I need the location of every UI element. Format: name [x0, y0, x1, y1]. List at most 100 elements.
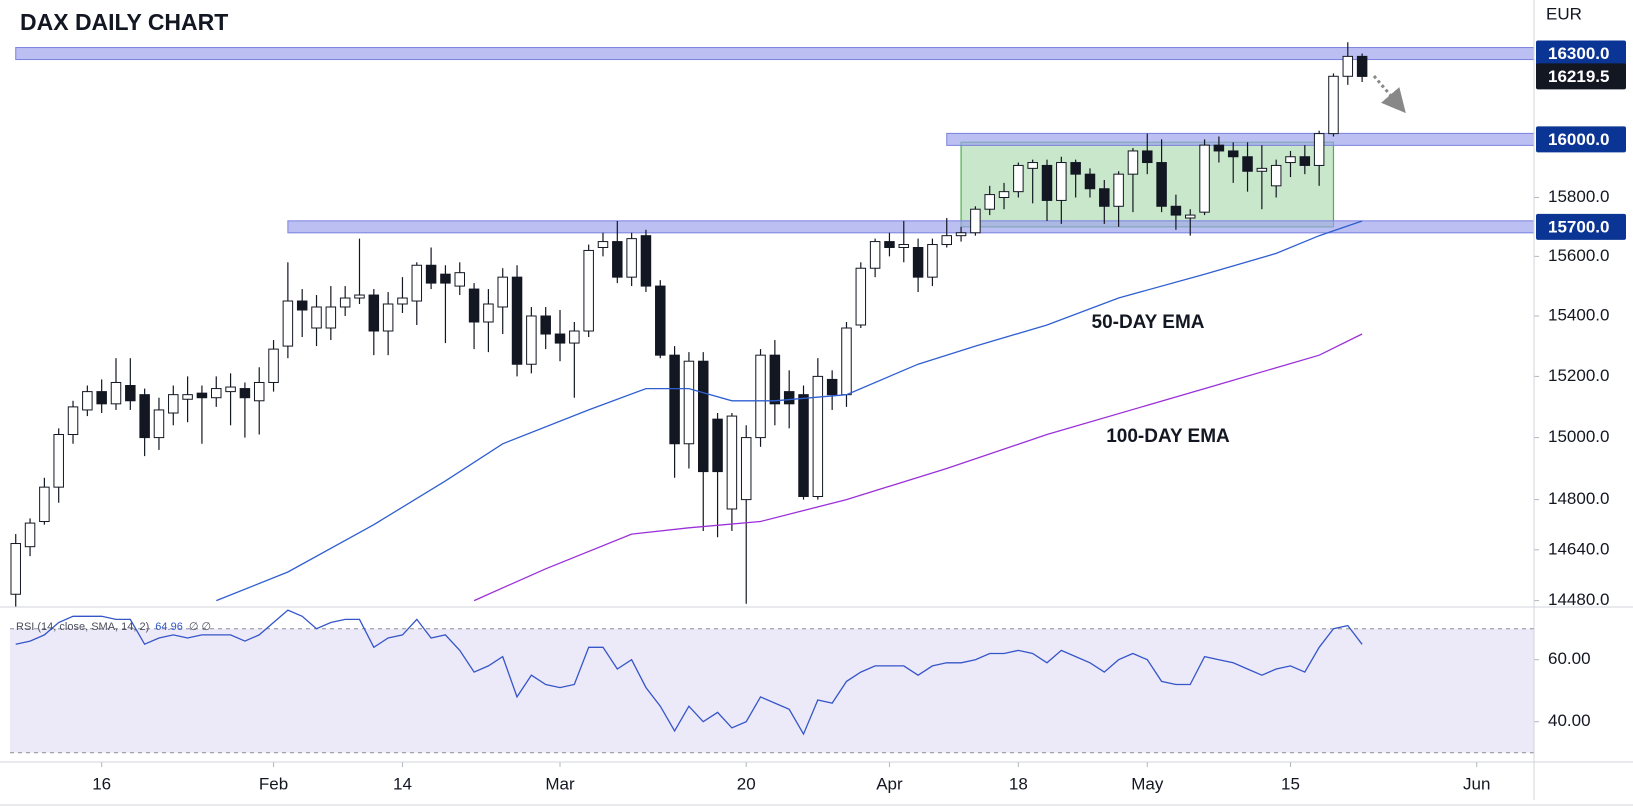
candle-body: [1041, 164, 1053, 201]
candle-body: [382, 303, 394, 332]
candle-body: [196, 392, 208, 399]
candle-body: [1056, 162, 1067, 201]
level-label: 16000.0: [1548, 130, 1609, 149]
candle-body: [869, 241, 881, 269]
candle-body: [24, 522, 36, 548]
candle-body: [211, 388, 222, 399]
currency-label: EUR: [1546, 4, 1582, 23]
x-tick-label: 14: [393, 774, 412, 793]
y-tick-label: 15400.0: [1548, 305, 1609, 324]
y-tick-label: 15000.0: [1548, 427, 1609, 446]
candle-body: [425, 264, 437, 284]
y-tick-label: 15600.0: [1548, 246, 1609, 265]
y-tick-label: 40.00: [1548, 711, 1591, 730]
candle-body: [1070, 162, 1081, 175]
candle-body: [225, 386, 236, 393]
candle-body: [1242, 156, 1253, 172]
level-label: 16300.0: [1548, 44, 1609, 63]
candle-body: [683, 360, 695, 445]
candle-body: [697, 360, 709, 473]
level-label-box: [1536, 213, 1626, 240]
candle-body: [1227, 150, 1239, 158]
candle-body: [440, 273, 451, 284]
candle-body: [855, 267, 867, 326]
x-tick-label: 15: [1281, 774, 1300, 793]
candle-body: [726, 415, 738, 510]
level-label-box: [1536, 126, 1626, 153]
candle-body: [1084, 173, 1096, 190]
y-tick-label: 15800.0: [1548, 187, 1609, 206]
candle-body: [468, 288, 480, 323]
candle-body: [1170, 205, 1182, 216]
candle-body: [325, 306, 337, 329]
candle-body: [282, 300, 294, 347]
candle-body: [826, 378, 838, 396]
x-tick-label: Jun: [1463, 774, 1490, 793]
candle-body: [1142, 150, 1153, 164]
last-price-box: [1536, 63, 1626, 90]
candle-body: [268, 348, 279, 383]
candle-body: [1213, 144, 1225, 152]
candle-body: [411, 264, 423, 302]
candle-body: [153, 409, 165, 439]
candle-body: [239, 388, 251, 399]
rsi-legend-flags: ∅ ∅: [189, 621, 211, 633]
level-label: 15700.0: [1548, 217, 1609, 236]
rsi-legend-value: 64.96: [155, 621, 183, 633]
ema-label: 50-DAY EMA: [1092, 312, 1205, 333]
candle-body: [669, 354, 680, 445]
candle-body: [583, 249, 594, 332]
level-band: [15, 47, 1535, 61]
candle-body: [655, 285, 666, 356]
candle-body: [1356, 55, 1368, 77]
y-tick-label: 15200.0: [1548, 366, 1609, 385]
candle-body: [1299, 156, 1311, 166]
candle-body: [554, 333, 566, 344]
candle-body: [454, 272, 466, 287]
candle-body: [755, 354, 766, 439]
candle-body: [941, 235, 952, 246]
candle-body: [311, 306, 322, 329]
ema-line: [473, 333, 1363, 602]
candle-body: [798, 394, 809, 497]
x-tick-label: 16: [92, 774, 111, 793]
level-band: [946, 132, 1535, 146]
candle-body: [139, 394, 150, 439]
level-band: [287, 220, 1535, 234]
x-tick-label: May: [1131, 774, 1164, 793]
y-tick-label: 14480.0: [1548, 590, 1609, 609]
candle-body: [1113, 173, 1124, 207]
candle-body: [712, 418, 723, 473]
candle-body: [1342, 55, 1354, 77]
candle-body: [368, 294, 380, 332]
candle-body: [1199, 144, 1210, 213]
candle-body: [540, 315, 551, 335]
candle-body: [955, 232, 967, 237]
rsi-line: [15, 609, 1363, 736]
candle-body: [626, 238, 637, 278]
candle-body: [1328, 75, 1339, 135]
candle-body: [769, 354, 781, 405]
front-layer: 16300.0 16000.0 15700.0 16219.5 50-DAY EMA 10…: [1092, 40, 1626, 447]
candle-body: [1027, 162, 1038, 169]
candle-body: [82, 391, 93, 411]
x-tick-label: 20: [737, 774, 756, 793]
candle-body: [1270, 164, 1282, 187]
candle-body: [96, 391, 107, 405]
candle-body: [1099, 188, 1110, 207]
candle-body: [1013, 164, 1024, 193]
y-tick-label: 60.00: [1548, 649, 1591, 668]
chart-title: DAX DAILY CHART: [20, 9, 228, 35]
candle-body: [984, 194, 995, 210]
candle-body: [182, 394, 193, 400]
candle-body: [612, 241, 623, 278]
candle-body: [497, 276, 508, 308]
candle-body: [296, 300, 308, 311]
y-tick-label: 14640.0: [1548, 539, 1609, 558]
candle-body: [569, 330, 580, 344]
candle-body: [1127, 150, 1139, 175]
candle-body: [511, 276, 523, 365]
level-label-box: [1536, 40, 1626, 67]
